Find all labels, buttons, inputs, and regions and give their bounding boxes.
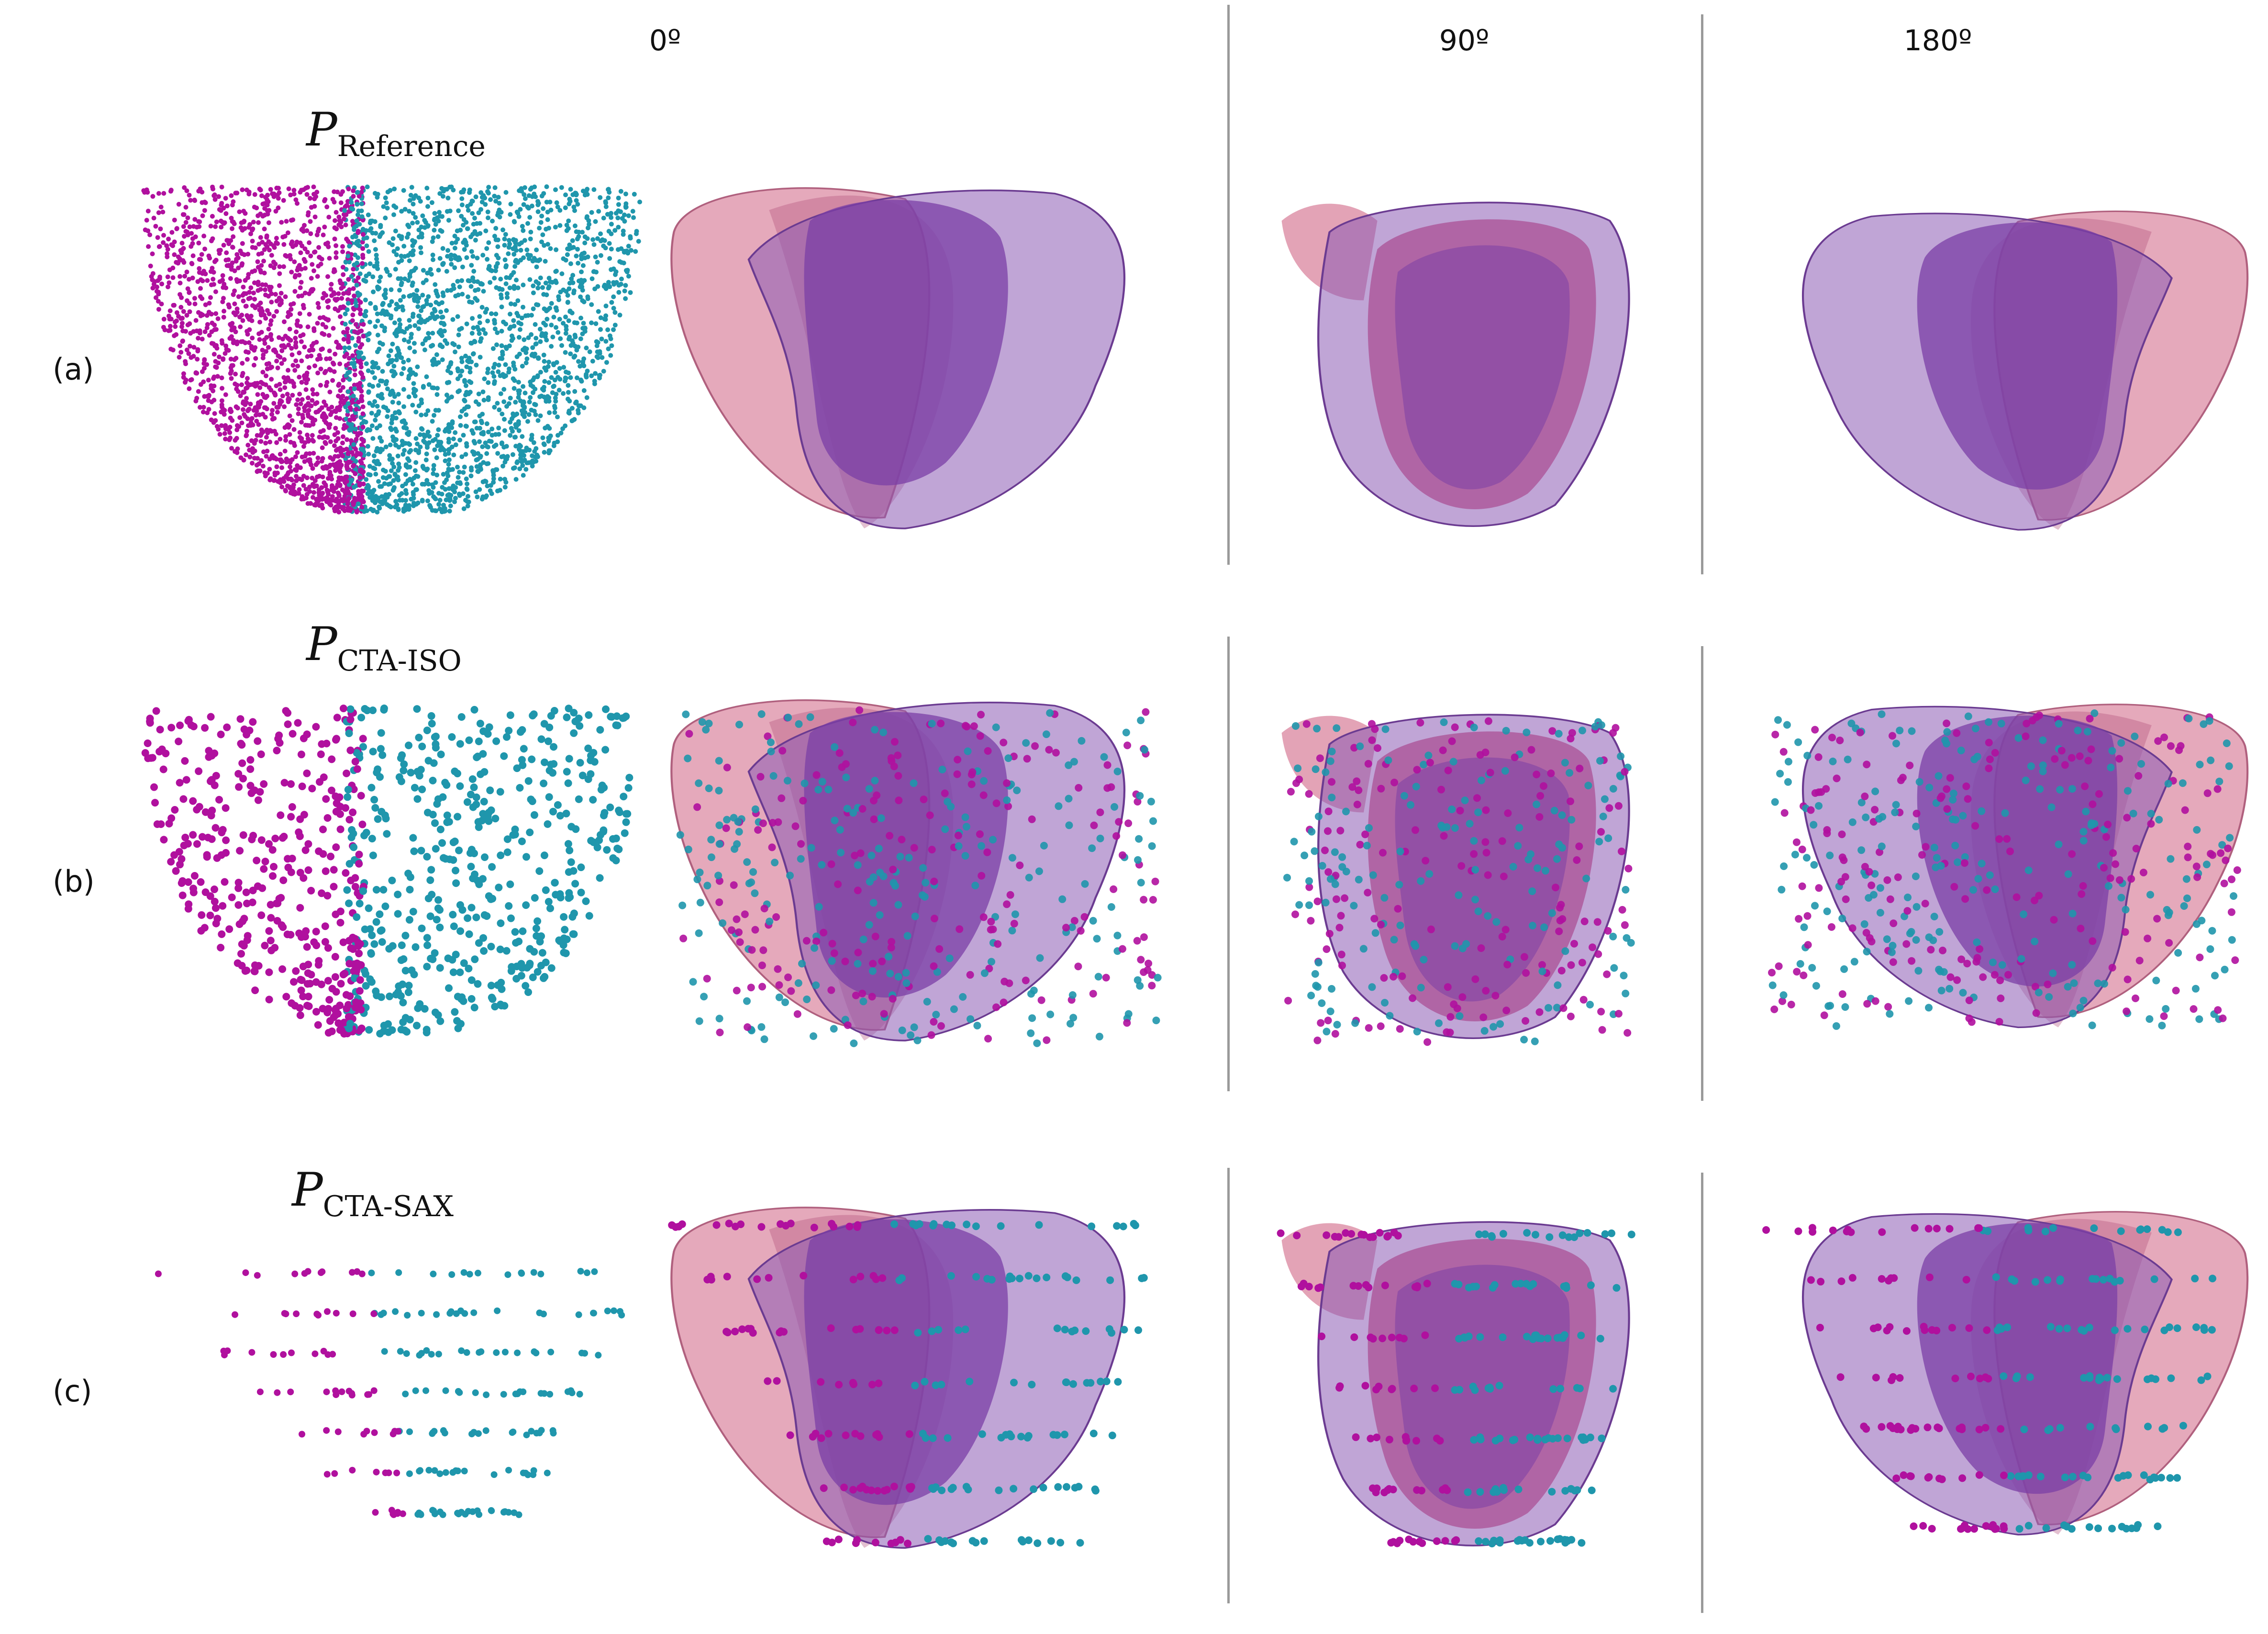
separator-line xyxy=(1227,1168,1230,1603)
set-subscript: CTA-ISO xyxy=(337,644,462,678)
point-cloud-cta-iso xyxy=(141,705,634,1038)
set-subscript: Reference xyxy=(337,130,486,163)
set-subscript: CTA-SAX xyxy=(322,1190,454,1223)
set-label-cta-iso: PCTA-ISO xyxy=(306,617,462,678)
set-label-cta-sax: PCTA-SAX xyxy=(292,1163,454,1223)
point-cloud-cta-sax xyxy=(155,1268,625,1518)
heart-mesh-cta-iso-90deg xyxy=(1281,714,1635,1046)
heart-mesh-reference-180deg xyxy=(1801,210,2249,531)
row-label-c: (c) xyxy=(53,1374,92,1409)
column-header-180deg: 180º xyxy=(1903,24,1972,57)
set-symbol: P xyxy=(306,617,337,671)
set-symbol: P xyxy=(292,1163,323,1217)
set-label-reference: PReference xyxy=(306,103,486,163)
heart-mesh-reference-90deg xyxy=(1281,201,1630,527)
heart-mesh-cta-sax-90deg xyxy=(1277,1221,1635,1547)
point-cloud-reference xyxy=(141,184,642,515)
heart-mesh-cta-iso-180deg xyxy=(1768,704,2249,1030)
row-label-b: (b) xyxy=(53,864,95,899)
heart-mesh-reference-0deg xyxy=(670,187,1126,529)
separator-line xyxy=(1227,637,1230,1091)
heart-mesh-cta-sax-0deg xyxy=(668,1207,1148,1549)
separator-line xyxy=(1227,5,1230,565)
set-symbol: P xyxy=(306,103,337,157)
separator-line xyxy=(1701,646,1703,1101)
heart-mesh-cta-sax-180deg xyxy=(1762,1211,2249,1536)
heart-mesh-cta-iso-0deg xyxy=(670,699,1162,1047)
column-header-90deg: 90º xyxy=(1439,24,1490,57)
column-header-0deg: 0º xyxy=(649,24,681,57)
row-label-a: (a) xyxy=(53,352,94,387)
separator-line xyxy=(1701,14,1703,574)
separator-line xyxy=(1701,1173,1703,1613)
